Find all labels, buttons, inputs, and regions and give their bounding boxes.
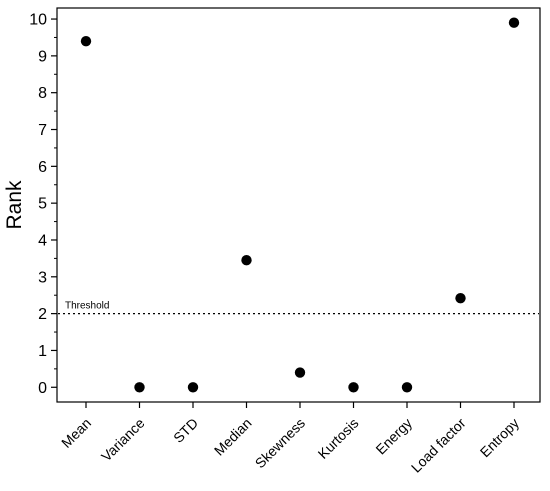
- y-tick-label: 6: [38, 159, 47, 176]
- data-point: [401, 382, 413, 393]
- data-point: [80, 35, 92, 47]
- y-tick-label: 9: [38, 48, 47, 65]
- threshold-group: Threshold: [58, 301, 539, 315]
- y-axis-label: Rank: [3, 180, 26, 230]
- data-point: [187, 382, 199, 393]
- x-tick-label: Skewness: [252, 415, 308, 471]
- x-tick-label: STD: [170, 415, 201, 446]
- y-tick-label: 10: [29, 12, 47, 29]
- y-axis: 0 1 2 3 4 5 6 7 8 9 10: [29, 12, 57, 397]
- data-point: [455, 292, 466, 304]
- data-point: [508, 17, 520, 28]
- y-tick-label: 2: [38, 306, 47, 323]
- y-tick-label: 0: [38, 380, 47, 397]
- x-tick-label: Variance: [98, 415, 148, 465]
- data-points: [80, 17, 520, 393]
- x-tick-label: Median: [211, 415, 255, 459]
- x-tick-label: Mean: [58, 415, 94, 451]
- y-tick-label: 3: [38, 269, 47, 286]
- y-tick-label: 4: [38, 232, 47, 249]
- data-point: [134, 382, 145, 393]
- y-tick-label: 8: [38, 85, 47, 102]
- x-tick-label: Kurtosis: [315, 415, 362, 462]
- x-tick-label: Entropy: [477, 415, 522, 460]
- y-tick-label: 1: [38, 343, 47, 360]
- plot-frame: [56, 7, 541, 403]
- data-point: [241, 255, 252, 266]
- y-tick-label: 7: [38, 122, 47, 139]
- data-point: [294, 367, 306, 378]
- data-point: [348, 382, 359, 393]
- x-tick-label: Load factor: [408, 415, 469, 476]
- y-tick-label: 5: [38, 196, 47, 213]
- x-tick-label: Energy: [372, 415, 415, 458]
- threshold-label: Threshold: [65, 301, 109, 312]
